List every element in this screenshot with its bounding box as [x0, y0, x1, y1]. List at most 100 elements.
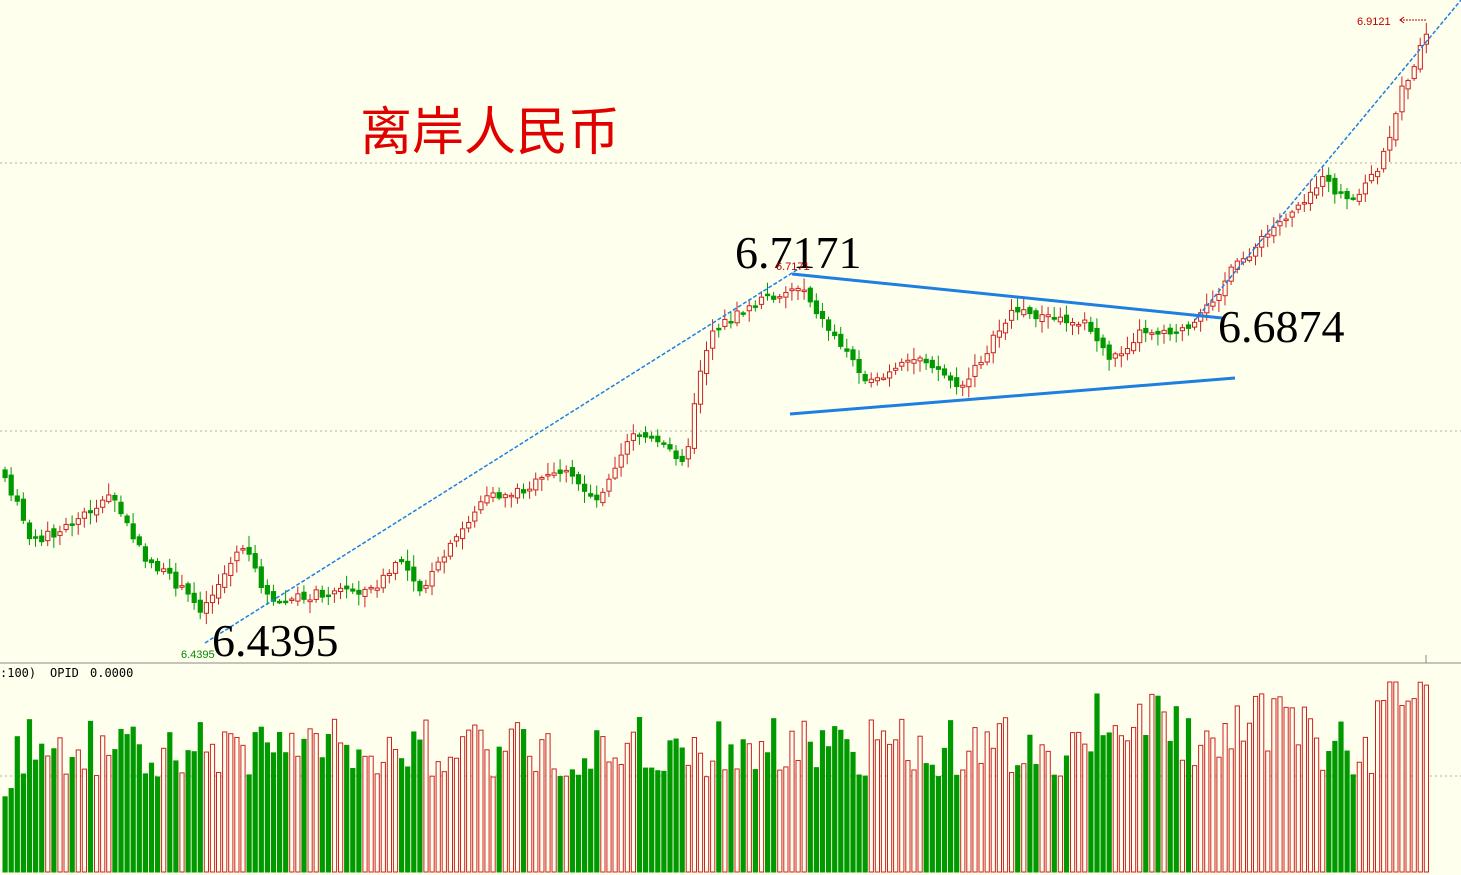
candle-body — [222, 573, 228, 588]
candle-body — [813, 300, 819, 315]
trendline-support — [789, 376, 1236, 416]
candle-body — [1307, 191, 1314, 204]
indicator-bar — [301, 738, 307, 873]
candle-body — [313, 589, 319, 600]
indicator-bar — [1143, 734, 1149, 873]
indicator-bar — [1002, 717, 1009, 873]
indicator-bar — [624, 742, 630, 873]
indicator-bar — [185, 750, 191, 873]
indicator-bar — [1393, 681, 1399, 873]
indicator-bar — [838, 729, 844, 873]
indicator-bar — [1070, 732, 1076, 873]
indicator-bar — [51, 748, 57, 873]
candle-body — [1118, 353, 1125, 357]
indicator-bar — [710, 760, 716, 873]
candle-body — [679, 455, 685, 462]
indicator-bar — [905, 760, 911, 873]
indicator-bar — [1259, 693, 1265, 873]
candle-body — [472, 511, 478, 522]
candle-body — [1094, 327, 1100, 342]
indicator-bar — [386, 736, 392, 873]
candle-body — [57, 531, 63, 536]
candle-body — [490, 492, 496, 498]
candle-body — [1228, 266, 1234, 282]
candle-body — [588, 493, 594, 497]
indicator-bar — [1027, 734, 1033, 873]
indicator-bar — [752, 769, 758, 873]
indicator-bar — [630, 731, 636, 873]
indicator-bar — [429, 775, 435, 873]
indicator-bar — [1246, 722, 1253, 873]
candle-body — [344, 585, 350, 590]
indicator-bar — [868, 719, 874, 873]
candle-body — [1045, 314, 1051, 318]
indicator-bar — [582, 758, 588, 873]
candle-body — [1332, 177, 1338, 195]
candle-body — [954, 377, 960, 388]
candle-body — [399, 559, 405, 563]
candle-body — [1271, 226, 1277, 237]
indicator-bar — [856, 774, 862, 873]
indicator-bar — [1344, 750, 1350, 873]
candle-body — [643, 432, 649, 438]
candle-body — [972, 364, 978, 377]
candle-body — [527, 488, 533, 492]
candle-body — [722, 318, 728, 327]
indicator-bar — [69, 757, 75, 873]
trendline-breakout — [1194, 0, 1461, 321]
indicator-bar — [258, 726, 264, 873]
candle-body — [1185, 324, 1192, 329]
candle-body — [697, 370, 704, 405]
indicator-bar — [8, 788, 14, 873]
indicator-bar — [1423, 684, 1430, 873]
indicator-bar — [636, 717, 643, 873]
indicator-bar — [643, 767, 649, 873]
indicator-bar — [880, 730, 887, 873]
candle-body — [508, 494, 514, 498]
candle-body — [289, 598, 295, 601]
candle-body — [1295, 204, 1301, 210]
indicator-bar — [673, 738, 679, 873]
candle-body — [1106, 344, 1112, 360]
indicator-bar — [228, 733, 234, 873]
candle-body — [777, 296, 783, 299]
candle-body — [1070, 321, 1076, 326]
indicator-bars — [2, 681, 1430, 873]
indicator-bar — [20, 773, 26, 873]
candle-body — [1399, 85, 1405, 113]
indicator-bar — [704, 776, 710, 873]
indicator-bar — [1301, 706, 1308, 873]
indicator-bar — [124, 734, 130, 873]
candle-body — [161, 568, 167, 573]
candle-body — [1216, 293, 1222, 301]
indicator-bar — [569, 769, 575, 873]
indicator-bar — [911, 769, 917, 873]
candle-body — [1112, 353, 1118, 359]
indicator-bar — [996, 723, 1002, 873]
indicator-bar — [1417, 681, 1423, 873]
candle-body — [441, 556, 447, 563]
candle-body — [838, 333, 844, 347]
candle-body — [14, 495, 20, 502]
candle-body — [710, 330, 716, 349]
candle-body — [39, 535, 45, 543]
indicator-bar — [1045, 750, 1051, 873]
indicator-bar — [368, 755, 374, 873]
candle-body — [673, 450, 679, 460]
candle-body — [460, 528, 466, 540]
indicator-bar — [545, 733, 551, 873]
indicator-bar — [264, 742, 270, 873]
candle-body — [984, 353, 990, 363]
candle-body — [832, 331, 838, 337]
candle-body — [1362, 182, 1369, 195]
indicator-bar — [161, 747, 167, 873]
candle-body — [923, 358, 929, 364]
candle-body — [338, 587, 344, 593]
candle-body — [1021, 309, 1027, 316]
indicator-bar — [197, 722, 203, 873]
indicator-bar — [1124, 740, 1131, 873]
indicator-bar — [850, 751, 856, 873]
candlestick-series — [2, 22, 1430, 625]
indicator-bar — [447, 756, 453, 873]
indicator-bar — [142, 773, 149, 873]
